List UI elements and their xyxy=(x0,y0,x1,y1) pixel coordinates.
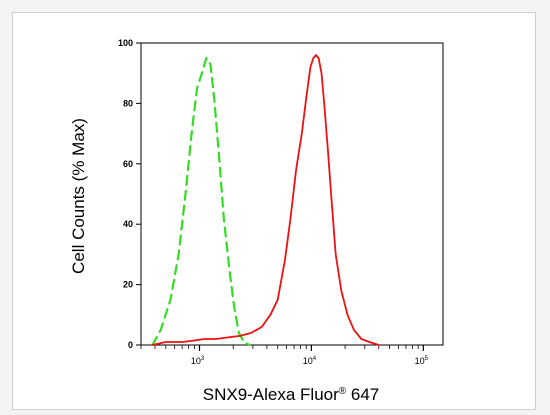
x-axis-label: SNX9-Alexa Fluor® 647 xyxy=(203,385,380,404)
x-axis-label-registered-mark: ® xyxy=(339,386,347,397)
y-tick-label: 20 xyxy=(123,280,133,290)
series-line-sample-solid xyxy=(151,54,380,346)
y-tick-label: 0 xyxy=(128,340,133,350)
x-tick-label: 103 xyxy=(191,356,205,366)
y-tick-label: 40 xyxy=(123,219,133,229)
x-axis-label-suffix: 647 xyxy=(346,385,379,404)
y-axis-label: Cell Counts (% Max) xyxy=(69,118,88,274)
y-axis: 0 20 40 60 80 100 xyxy=(118,38,141,350)
series-layer xyxy=(151,54,380,347)
y-tick-label: 60 xyxy=(123,159,133,169)
plot-frame xyxy=(140,42,444,346)
chart-card xyxy=(12,12,536,410)
x-tick-label: 104 xyxy=(303,356,317,366)
y-tick-label: 100 xyxy=(118,38,133,48)
plot-border xyxy=(140,42,444,346)
y-tick-label: 80 xyxy=(123,98,133,108)
series-line-control-dashed xyxy=(151,56,251,347)
x-tick-label: 105 xyxy=(415,356,429,366)
x-axis-label-prefix: SNX9-Alexa Fluor xyxy=(203,385,339,404)
x-axis: 103 104 105 xyxy=(140,345,429,366)
